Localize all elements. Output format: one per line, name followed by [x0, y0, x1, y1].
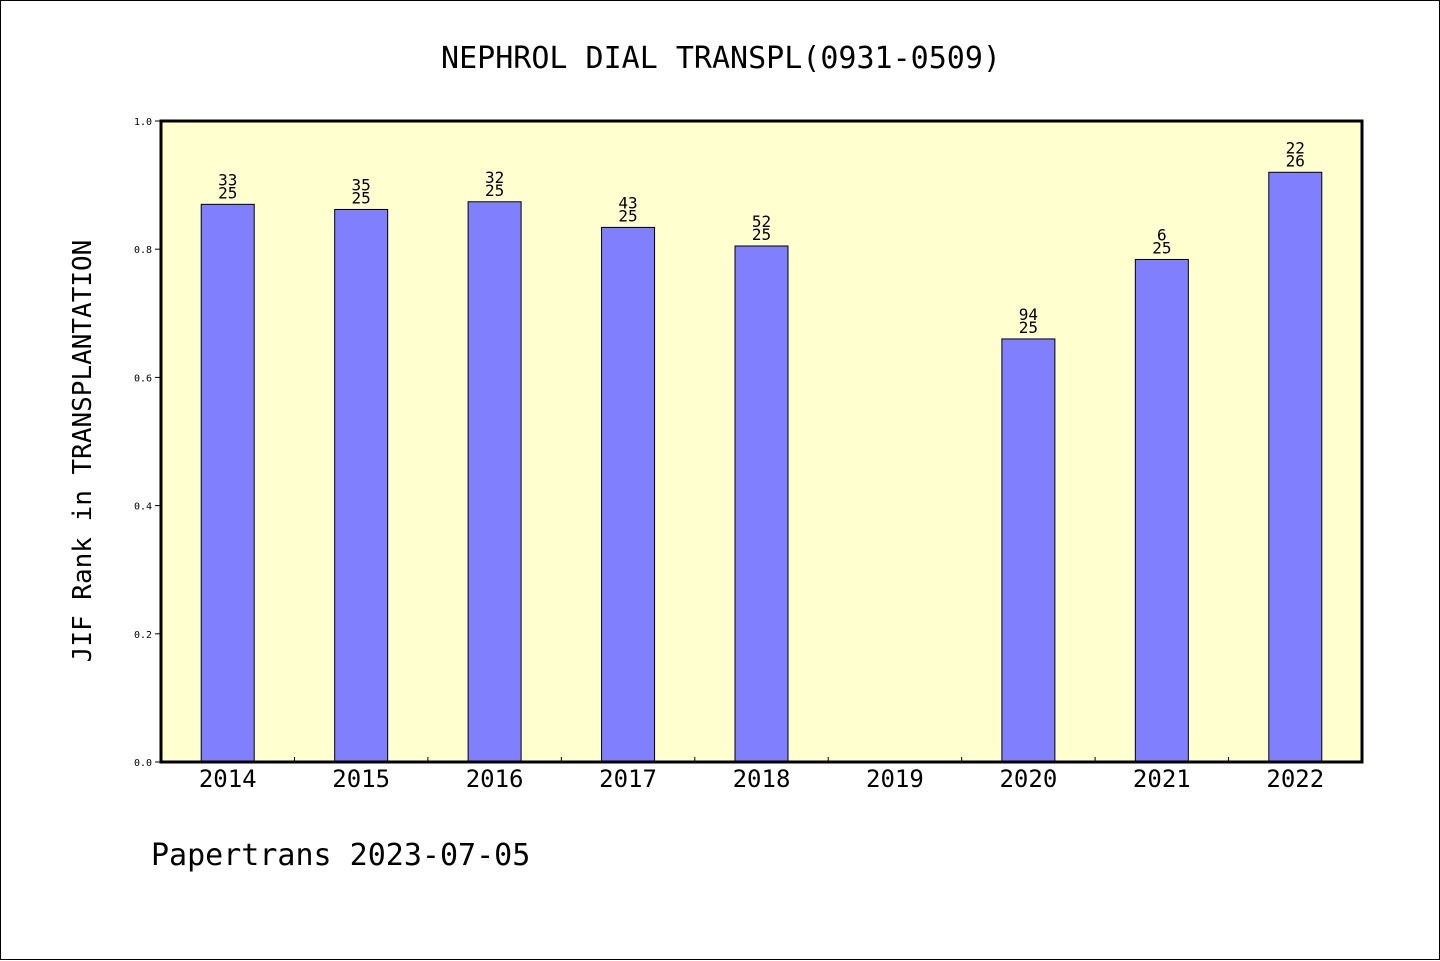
y-tick-label: 0.2 [134, 630, 152, 641]
x-tick-label: 2022 [1266, 765, 1324, 793]
bar-rank-label: 33 [218, 170, 237, 189]
bar-rank-label: 6 [1157, 225, 1167, 244]
y-tick-label: 0.0 [134, 758, 152, 769]
bar-rank-label: 32 [485, 168, 504, 187]
chart-title: NEPHROL DIAL TRANSPL(0931-0509) [441, 41, 1001, 76]
bar-rank-label: 94 [1019, 305, 1038, 324]
bar-total-label: 25 [218, 183, 237, 202]
bar [1001, 338, 1056, 763]
y-tick-label: 0.8 [134, 245, 152, 256]
bar-total-label: 25 [618, 206, 637, 225]
x-tick-label: 2020 [999, 765, 1057, 793]
bar-total-label: 25 [485, 181, 504, 200]
bar-rank-label: 52 [752, 212, 771, 231]
x-tick-label: 2017 [599, 765, 657, 793]
bar-rank-label: 22 [1286, 138, 1305, 157]
bar [734, 245, 789, 763]
bar-total-label: 25 [1152, 238, 1171, 257]
x-tick-label: 2018 [733, 765, 791, 793]
axis-ticks: 2014 2015 2016 2017 2018 2019 2020 2021 2022 0.0 0… [134, 117, 1324, 793]
y-tick-label: 1.0 [134, 117, 152, 128]
x-tick-label: 2014 [199, 765, 257, 793]
bar-total-label: 25 [752, 225, 771, 244]
bar [467, 201, 522, 763]
bar-total-label: 25 [352, 188, 371, 207]
bar [200, 203, 255, 763]
bar-total-label: 25 [1019, 318, 1038, 337]
x-tick-label: 2015 [332, 765, 390, 793]
x-tick-label: 2019 [866, 765, 924, 793]
bar-rank-label: 43 [618, 193, 637, 212]
x-tick-label: 2021 [1133, 765, 1191, 793]
y-axis-label: JIF Rank in TRANSPLANTATION [68, 240, 98, 663]
y-tick-label: 0.4 [134, 502, 152, 513]
bar [334, 208, 389, 763]
bar [601, 226, 656, 763]
bar-total-label: 26 [1286, 151, 1305, 170]
x-tick-label: 2016 [466, 765, 524, 793]
bar [1134, 258, 1189, 763]
footer-text: Papertrans 2023-07-05 [151, 838, 530, 873]
bar-rank-label: 35 [352, 175, 371, 194]
plot-border [159, 119, 1364, 764]
y-tick-label: 0.6 [134, 373, 152, 384]
bar [1268, 171, 1323, 763]
